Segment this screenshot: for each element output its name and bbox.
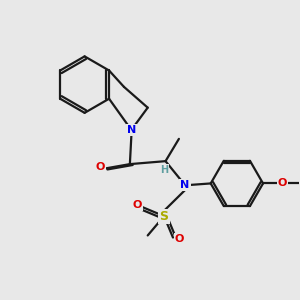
Text: O: O (132, 200, 141, 210)
Text: N: N (127, 125, 136, 135)
Text: N: N (180, 180, 190, 190)
Text: O: O (95, 162, 105, 172)
Text: S: S (160, 210, 169, 223)
Text: H: H (160, 165, 168, 175)
Text: O: O (278, 178, 287, 188)
Text: O: O (175, 234, 184, 244)
